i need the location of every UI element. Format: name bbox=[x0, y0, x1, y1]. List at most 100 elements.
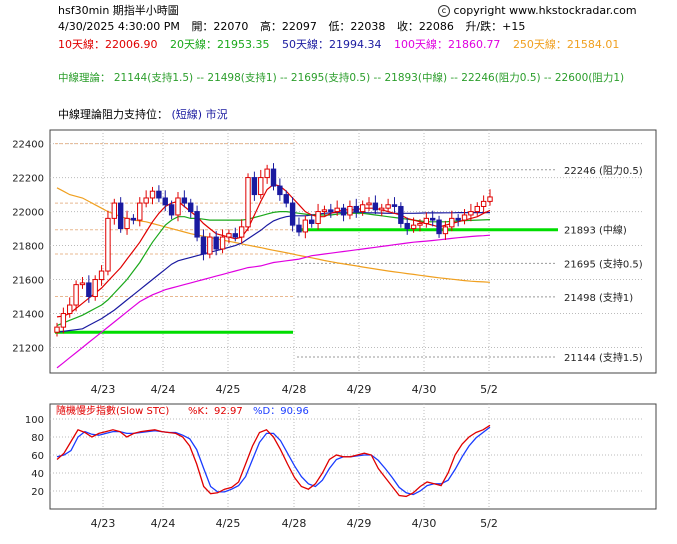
support-sub: (短線) 市況 bbox=[171, 108, 228, 121]
stc-x-tick-label: 4/28 bbox=[282, 517, 307, 530]
y-tick-label: 21800 bbox=[12, 242, 44, 253]
stc-x-tick-label: 4/25 bbox=[216, 517, 241, 530]
y-tick-label: 22200 bbox=[12, 174, 44, 185]
candle-body bbox=[436, 219, 442, 235]
candle-body bbox=[321, 209, 328, 213]
ma50-line bbox=[56, 211, 490, 333]
candle-body bbox=[111, 202, 118, 219]
candle-body bbox=[417, 222, 423, 226]
candle-body bbox=[175, 197, 181, 216]
candle-body bbox=[283, 194, 289, 204]
candle-body bbox=[219, 236, 226, 250]
y-tick-label: 22000 bbox=[12, 208, 44, 219]
change-value: 升/跌：+15 bbox=[465, 20, 526, 33]
candle-body bbox=[207, 236, 213, 255]
x-tick-label: 4/24 bbox=[151, 383, 176, 396]
candle-body bbox=[347, 205, 353, 216]
candle-body bbox=[480, 200, 487, 207]
candle-body bbox=[168, 204, 175, 216]
datetime: 4/30/2025 4:30:00 PM bbox=[58, 20, 180, 33]
candle-body bbox=[98, 270, 105, 281]
candle-body bbox=[398, 205, 404, 224]
ma50-legend: 50天線：21994.34 bbox=[281, 38, 382, 51]
stc-x-tick-label: 4/30 bbox=[412, 517, 437, 530]
x-tick-label: 4/29 bbox=[347, 383, 372, 396]
candle-body bbox=[277, 185, 283, 196]
candle-body bbox=[391, 204, 398, 207]
open-value: 開：22070 bbox=[191, 20, 249, 33]
stc-tick-label: 100 bbox=[25, 415, 44, 426]
candle-body bbox=[423, 217, 430, 224]
close-value: 收：22086 bbox=[396, 20, 454, 33]
stc-tick-label: 40 bbox=[31, 469, 44, 480]
candle-body bbox=[105, 217, 111, 272]
candle-body bbox=[302, 219, 309, 233]
stc-x-tick-label: 4/23 bbox=[91, 517, 116, 530]
theory-line-text: 中線理論： 21144(支持1.5) -- 21498(支持1) -- 2169… bbox=[58, 72, 625, 84]
candle-body bbox=[60, 313, 67, 328]
candle-body bbox=[353, 205, 359, 213]
copyright-text: copyright www.hkstockradar.com bbox=[453, 4, 637, 17]
level-label: 21893 (中線) bbox=[564, 224, 627, 237]
candle-body bbox=[232, 233, 238, 238]
candle-body bbox=[468, 211, 474, 216]
candle-body bbox=[194, 211, 200, 238]
y-tick-label: 21600 bbox=[12, 276, 44, 287]
copyright-notice: c copyright www.hkstockradar.com bbox=[438, 4, 637, 17]
candle-body bbox=[92, 279, 98, 298]
ma20-legend: 20天線：21953.35 bbox=[169, 38, 270, 51]
candle-body bbox=[289, 202, 296, 226]
level-label: 21144 (支持1.5) bbox=[564, 351, 643, 364]
ma10-legend: 10天線：22006.90 bbox=[58, 38, 158, 51]
ohlc-row: 4/30/2025 4:30:00 PM 開：22070 高：22097 低：2… bbox=[58, 20, 525, 33]
candle-body bbox=[372, 202, 379, 211]
ma-legend: 10天線：22006.90 20天線：21953.35 50天線：21994.3… bbox=[58, 38, 619, 51]
candle-body bbox=[315, 211, 321, 224]
candle-body bbox=[73, 284, 79, 306]
candle-body bbox=[429, 217, 436, 221]
candle-body bbox=[67, 304, 73, 315]
candle-body bbox=[79, 282, 86, 286]
ma250-legend: 250天線：21584.01 bbox=[512, 38, 620, 51]
candle-body bbox=[258, 177, 264, 196]
candle-body bbox=[124, 217, 130, 230]
stc-title: 隨機慢步指數(Slow STC) bbox=[56, 404, 169, 417]
y-tick-label: 21400 bbox=[12, 310, 44, 321]
candle-body bbox=[328, 209, 334, 213]
candle-body bbox=[188, 202, 194, 213]
candle-body bbox=[137, 202, 143, 221]
x-tick-label: 4/30 bbox=[412, 383, 437, 396]
level-label: 21695 (支持0.5) bbox=[564, 257, 643, 270]
stc-d-label: %D：90.96 bbox=[253, 406, 309, 417]
x-tick-label: 4/25 bbox=[216, 383, 241, 396]
candle-body bbox=[130, 217, 137, 221]
candle-body bbox=[54, 326, 60, 333]
stc-k-line bbox=[56, 424, 491, 498]
ma100-legend: 100天線：21860.77 bbox=[393, 38, 501, 51]
candle-body bbox=[213, 236, 219, 250]
chart-title: hsf30min 期指半小時圖 bbox=[58, 4, 179, 17]
candle-body bbox=[366, 202, 372, 206]
stc-x-tick-label: 4/29 bbox=[347, 517, 372, 530]
candle-body bbox=[461, 214, 468, 221]
candle-body bbox=[200, 236, 207, 255]
candle-body bbox=[238, 226, 245, 238]
stc-k-label: %K：92.97 bbox=[188, 406, 243, 417]
candle-body bbox=[340, 207, 347, 216]
y-tick-label: 21200 bbox=[12, 344, 44, 355]
candle-body bbox=[487, 196, 493, 202]
high-value: 高：22097 bbox=[259, 20, 317, 33]
stc-tick-label: 20 bbox=[31, 487, 44, 498]
y-tick-label: 22400 bbox=[12, 140, 44, 151]
candle-body bbox=[296, 224, 302, 233]
ma100-line bbox=[56, 234, 491, 369]
candle-body bbox=[86, 282, 92, 298]
candle-body bbox=[309, 219, 315, 224]
candle-body bbox=[404, 222, 410, 230]
candle-body bbox=[442, 226, 449, 235]
candle-body bbox=[334, 207, 340, 213]
candle-body bbox=[449, 217, 455, 228]
x-tick-label: 5/2 bbox=[480, 383, 498, 396]
